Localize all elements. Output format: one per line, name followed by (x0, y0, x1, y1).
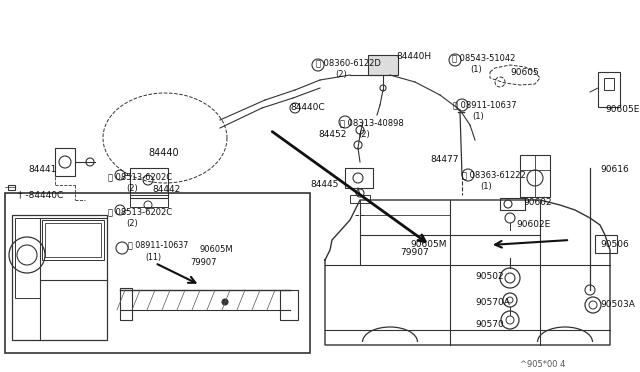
Text: 90570A: 90570A (475, 298, 510, 307)
Text: 90602E: 90602E (516, 220, 550, 229)
Text: 90506: 90506 (600, 240, 628, 249)
Text: 90502: 90502 (475, 272, 504, 281)
Bar (5, 193, 310, 353)
Bar (8, 185, 15, 190)
Text: (1): (1) (480, 182, 492, 191)
Text: 90605E: 90605E (605, 105, 639, 114)
Text: 90605: 90605 (510, 68, 539, 77)
Text: (2): (2) (126, 184, 138, 193)
Text: 90616: 90616 (600, 165, 628, 174)
Bar (280, 290, 298, 320)
Text: ^905*00 4: ^905*00 4 (520, 360, 565, 369)
Text: 84477: 84477 (430, 155, 458, 164)
Bar (45, 223, 101, 257)
Text: Ⓢ 08513-6202C: Ⓢ 08513-6202C (108, 172, 172, 181)
Text: 84442: 84442 (152, 185, 180, 194)
Text: 90503A: 90503A (600, 300, 635, 309)
Text: (11): (11) (145, 253, 161, 262)
Text: (1): (1) (472, 112, 484, 121)
Bar (500, 198, 525, 210)
Bar (15, 218, 40, 298)
Text: (2): (2) (358, 130, 370, 139)
Text: 90602: 90602 (523, 198, 552, 207)
Bar (604, 78, 614, 90)
Bar (598, 72, 620, 107)
Text: Ⓢ 08313-40898: Ⓢ 08313-40898 (340, 118, 404, 127)
Text: Ⓢ 08363-61222: Ⓢ 08363-61222 (462, 170, 525, 179)
Text: 84440C: 84440C (290, 103, 324, 112)
Text: 84452: 84452 (318, 130, 346, 139)
Text: 90605M: 90605M (410, 240, 447, 249)
Bar (130, 168, 168, 198)
Bar (520, 155, 550, 197)
Bar (42, 220, 104, 260)
Text: 79907: 79907 (190, 258, 216, 267)
Bar (120, 288, 132, 320)
Text: 79907: 79907 (400, 248, 429, 257)
Text: Ⓝ 08911-10637: Ⓝ 08911-10637 (128, 240, 188, 249)
Bar (350, 195, 370, 203)
Text: 84440H: 84440H (396, 52, 431, 61)
Text: 90605M: 90605M (200, 245, 234, 254)
Text: Ⓢ 08543-51042: Ⓢ 08543-51042 (452, 53, 515, 62)
Text: 84445: 84445 (310, 180, 339, 189)
Text: Ⓢ 08360-6122D: Ⓢ 08360-6122D (316, 58, 381, 67)
Text: (2): (2) (335, 70, 347, 79)
Circle shape (222, 299, 228, 305)
Text: 84440: 84440 (148, 148, 179, 158)
Text: Ⓝ 08911-10637: Ⓝ 08911-10637 (453, 100, 516, 109)
Bar (130, 195, 168, 207)
Text: Ⓢ 08513-6202C: Ⓢ 08513-6202C (108, 207, 172, 216)
Bar (595, 235, 617, 253)
Text: (1): (1) (470, 65, 482, 74)
Text: 90570: 90570 (475, 320, 504, 329)
Bar (12, 215, 107, 340)
Bar (368, 55, 398, 75)
Text: 84441: 84441 (28, 165, 56, 174)
Text: (2): (2) (126, 219, 138, 228)
Bar (55, 148, 75, 176)
Bar (345, 168, 373, 188)
Text: † -84440C: † -84440C (18, 190, 63, 199)
